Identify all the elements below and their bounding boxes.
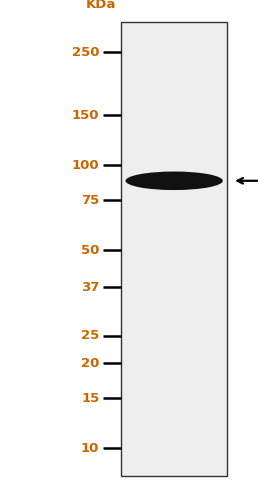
Text: 150: 150 xyxy=(72,109,99,122)
Text: 37: 37 xyxy=(81,281,99,294)
Text: 25: 25 xyxy=(81,329,99,342)
Text: 50: 50 xyxy=(81,244,99,257)
Text: 10: 10 xyxy=(81,442,99,455)
Text: 20: 20 xyxy=(81,357,99,369)
Text: KDa: KDa xyxy=(86,0,116,11)
Ellipse shape xyxy=(125,171,223,190)
Text: 15: 15 xyxy=(81,392,99,405)
Text: 100: 100 xyxy=(72,159,99,172)
Bar xyxy=(121,22,227,476)
Text: 75: 75 xyxy=(81,194,99,207)
Text: 250: 250 xyxy=(72,46,99,59)
